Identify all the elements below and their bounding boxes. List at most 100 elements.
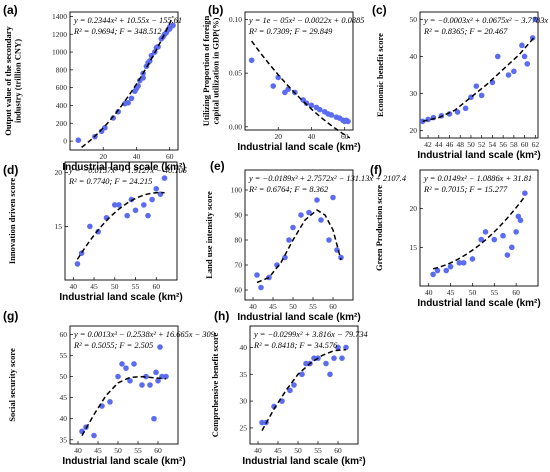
x-tick-label: 50 [469,288,477,297]
fit-curve [76,191,165,260]
data-point [153,186,160,192]
y-tick-label: 1400 [52,12,67,21]
data-point [95,228,101,235]
x-axis-label: Industrial land scale (km²) [62,456,185,467]
fit-curve [251,40,351,139]
y-tick-label: 20 [410,126,418,135]
fit-statistics: R² = 0.9694; F = 348.512 [73,27,162,36]
y-tick-label: 600 [56,83,68,92]
data-point [291,382,297,388]
x-tick-label: 55 [309,302,317,311]
y-axis-label: Utilizing Proportion of foreigncapital u… [201,16,220,127]
panel-label: (c) [372,3,387,17]
y-axis-label: Economic benefit score [375,33,385,117]
x-axis-label: Industrial land scale (km²) [237,142,360,153]
x-tick-label: 50 [467,140,475,149]
data-point [330,194,336,201]
x-tick-label: 40 [133,152,141,161]
x-tick-label: 55 [314,446,322,455]
data-point [335,344,341,351]
plot-frame [69,11,179,151]
data-point [115,373,121,380]
data-point [519,42,525,49]
plot-frame [64,161,178,281]
fit-statistics: R² = 0.7309; F = 29.849 [248,27,333,36]
x-tick-label: 45 [269,302,277,311]
fit-statistics: R² = 0.6764; F = 8.362 [248,185,328,194]
data-point [316,106,323,113]
y-tick-label: 800 [56,65,68,74]
y-tick-label: 40 [240,343,248,352]
data-point [331,355,337,361]
x-tick-label: 60 [154,446,162,455]
data-point [339,355,345,361]
x-tick-label: 50 [111,282,119,291]
data-point [447,263,454,270]
data-point [443,267,450,274]
y-axis-label: Innovation driven score [7,178,17,264]
y-tick-label: 30 [240,397,248,406]
data-point [259,419,265,426]
data-point [491,236,498,243]
data-point [127,377,133,384]
panel-h: (h) 40 45 50 55 60 25 30 35 40 y = −0.0299x² + 3.8… [210,309,368,467]
panel-label: (f) [370,163,382,177]
data-point [478,236,484,243]
y-tick-label: 200 [56,119,68,128]
fit-equation: y = 1e − 05x² − 0.0022x + 0.0885 [248,16,364,25]
x-tick-label: 45 [94,446,102,455]
panel-label: (h) [214,309,229,323]
fit-curve [432,195,526,270]
fit-equation: y = 0.2344x² + 10.55x − 155.61 [73,16,182,25]
fit-equation: y = 0.0013x³ − 0.2538x² + 16.665x − 309 [73,330,216,339]
fit-equation: y = 0.0149x² − 1.0886x + 31.81 [423,174,532,183]
y-tick-label: 20 [410,204,418,213]
y-tick-label: 90 [235,211,243,220]
data-point [155,377,161,384]
x-tick-label: 50 [289,302,297,311]
plot-frame [419,169,539,287]
data-point [149,196,155,203]
x-axis-label: Industrial land scale (km²) [242,456,365,467]
x-tick-label: 55 [491,288,499,297]
y-tick-label: 40 [60,414,68,423]
panel-d: (d) 40 45 50 55 60 15 20 y = −0.0157x² + 1.9127x… [3,161,187,303]
x-tick-label: 58 [510,140,518,149]
x-tick-label: 50 [114,446,122,455]
data-point [111,202,118,208]
panel-label: (g) [3,309,18,323]
data-point [98,128,105,135]
y-axis-label: Green Production score [374,185,384,271]
y-tick-label: 45 [60,393,68,402]
data-point [327,371,333,378]
data-point [513,229,519,235]
data-point [161,175,168,181]
x-tick-label: 45 [274,446,282,455]
y-tick-label: 1000 [52,48,67,57]
x-tick-label: 40 [70,282,78,291]
x-axis-label: Industrial land scale (km²) [237,312,360,323]
data-point [425,116,431,123]
fit-curve [81,375,167,436]
x-tick-label: 40 [254,446,262,455]
y-tick-label: 0.05 [229,69,242,78]
data-point [139,382,145,388]
x-tick-label: 54 [489,140,497,149]
y-tick-label: 15 [55,222,63,231]
y-tick-label: 30 [410,89,418,98]
x-tick-label: 60 [329,302,337,311]
data-point [456,260,463,266]
panel-label: (b) [208,3,223,17]
y-tick-label: 55 [60,351,68,360]
x-tick-label: 60 [512,288,520,297]
x-tick-label: 46 [446,140,454,149]
data-point [147,382,153,388]
y-tick-label: 50 [410,15,418,24]
x-tick-label: 42 [424,140,432,149]
y-tick-label: 50 [60,372,68,381]
data-point [500,232,506,239]
data-point [511,68,517,75]
data-point [141,202,147,208]
data-point [125,100,131,106]
